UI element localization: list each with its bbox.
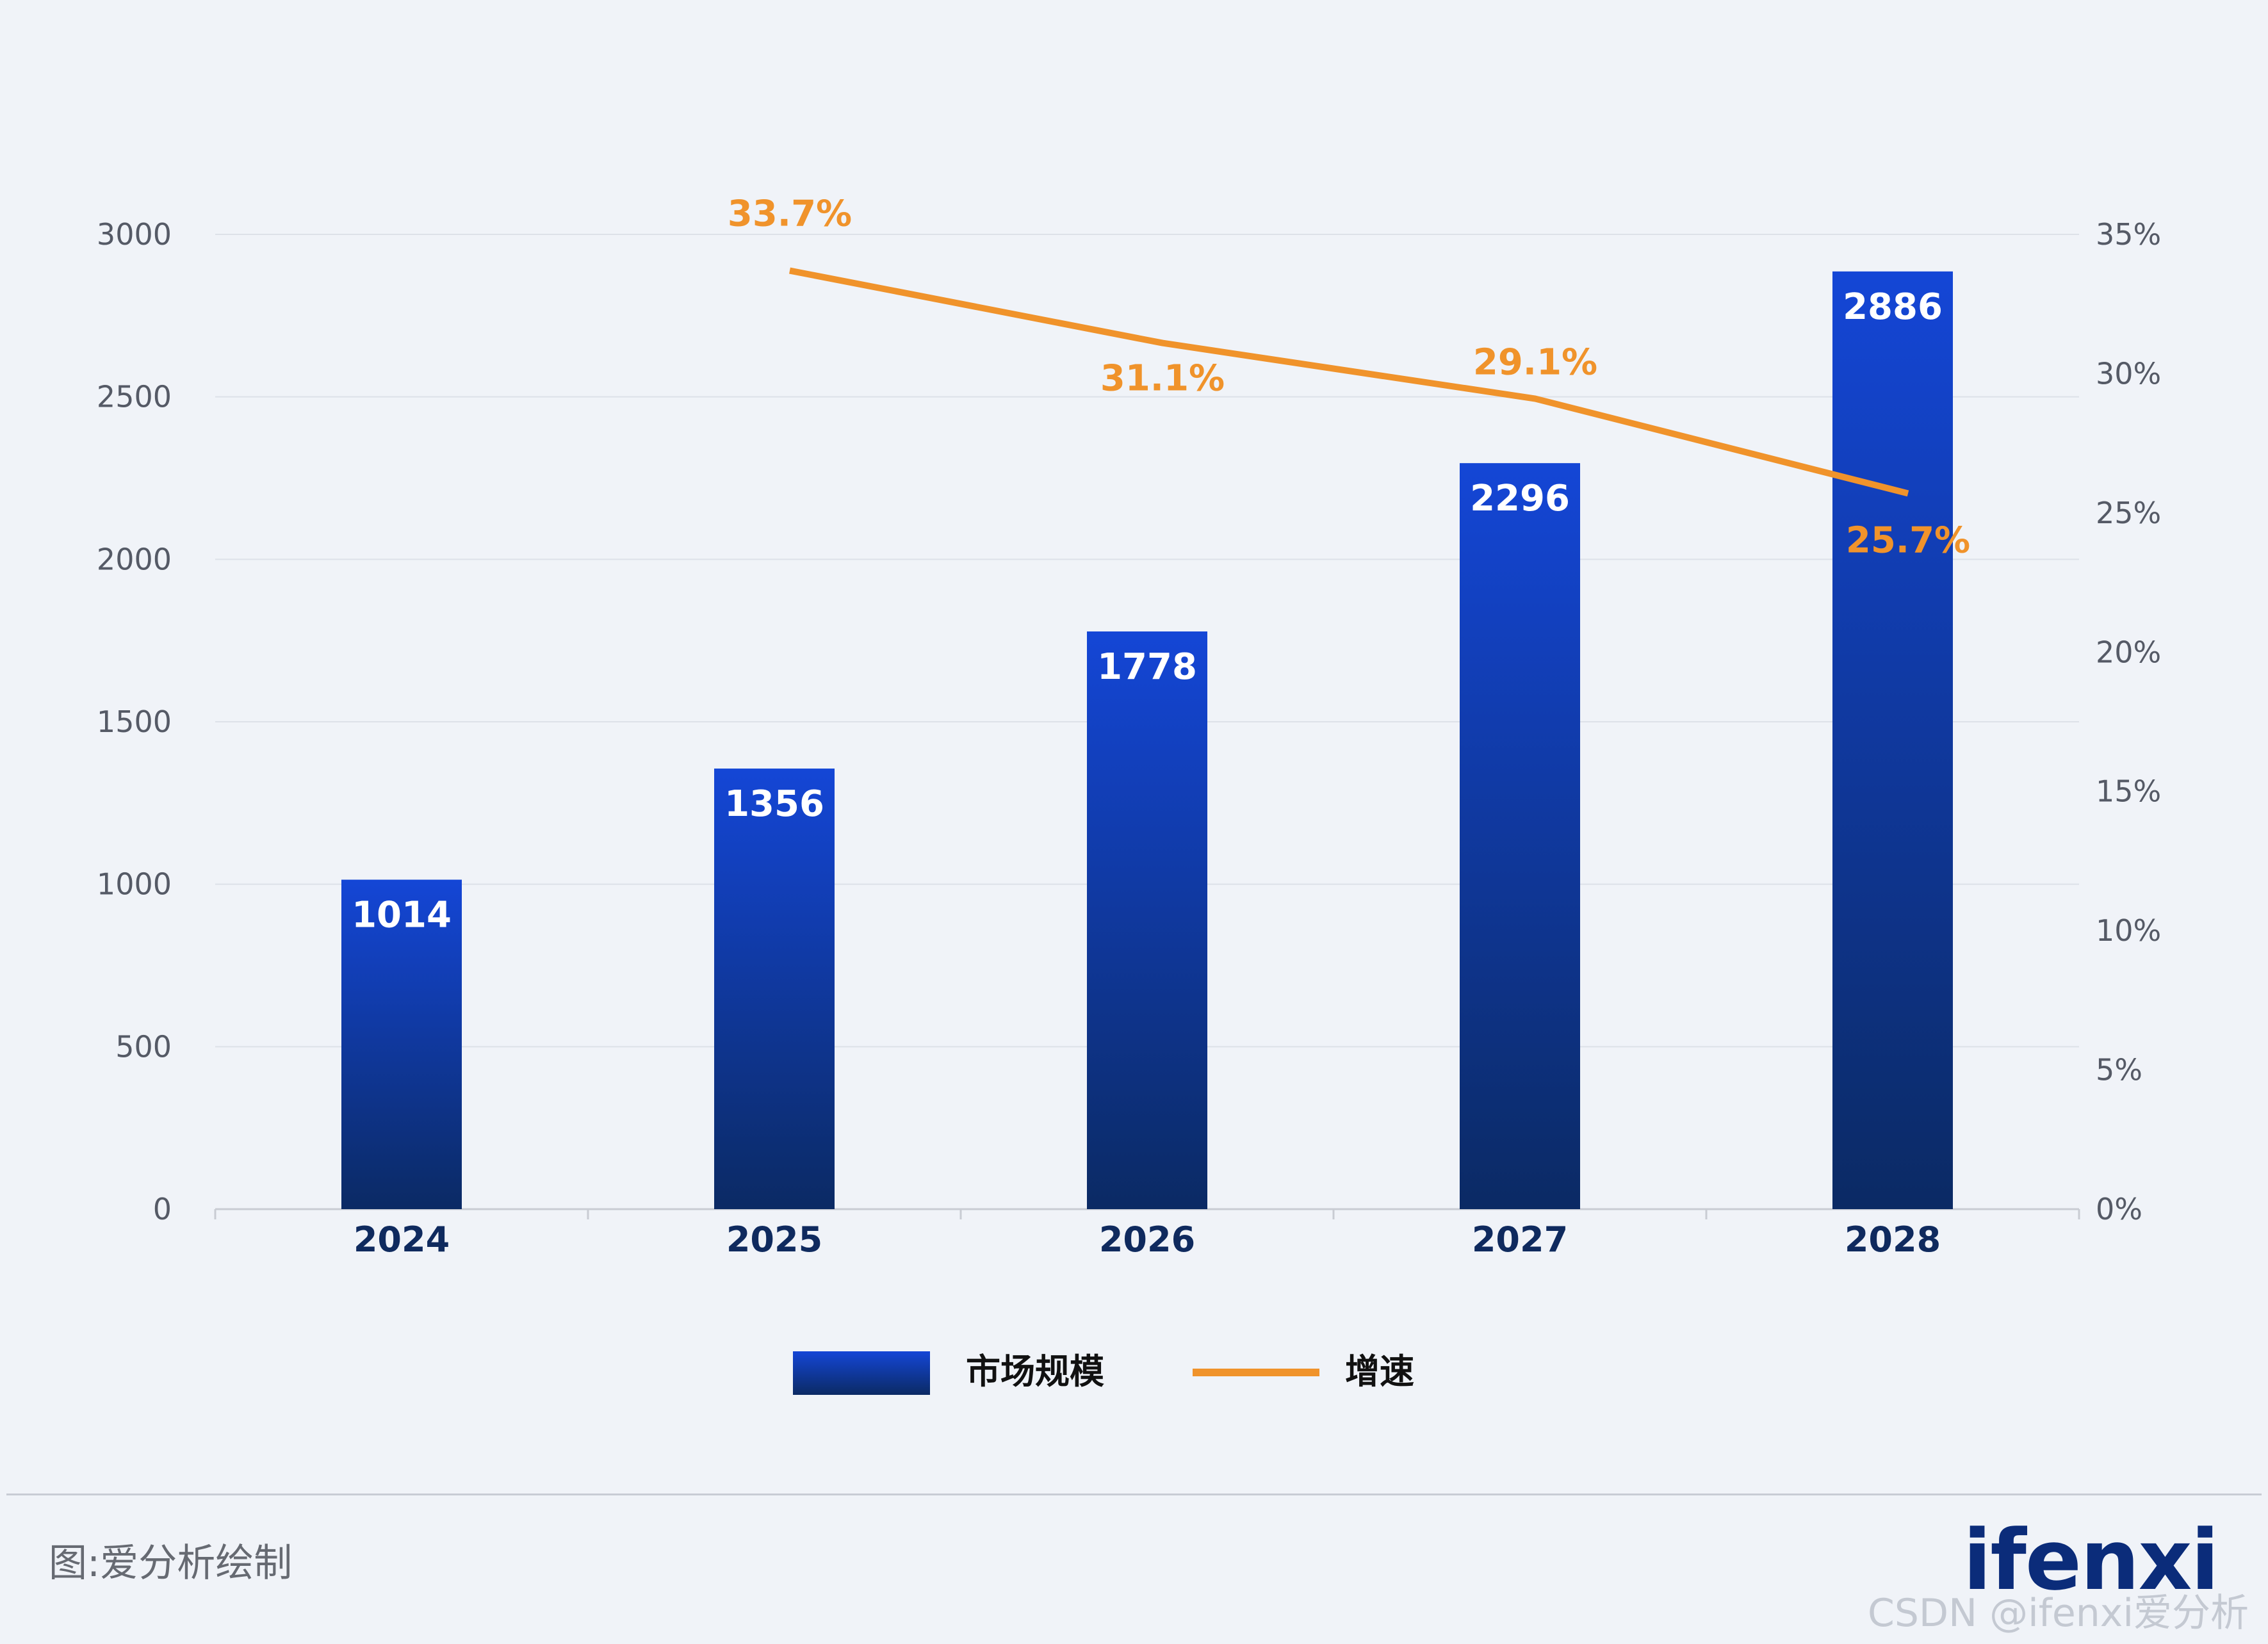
footer-divider [6, 1493, 2262, 1495]
category-label: 2025 [726, 1219, 822, 1260]
line-value-label: 31.1% [1100, 358, 1225, 400]
bar [1087, 631, 1207, 1209]
left-tick-label: 500 [115, 1029, 172, 1064]
legend-label-line: 增速 [1345, 1351, 1414, 1392]
right-tick-label: 20% [2096, 635, 2161, 669]
bar [714, 769, 835, 1209]
bar-series: 1014 1356 1778 2296 2886 [341, 271, 1953, 1210]
category-label: 2027 [1472, 1219, 1568, 1260]
bar [341, 879, 462, 1209]
bar-value-label: 1778 [1097, 646, 1197, 688]
left-tick-label: 2500 [97, 380, 172, 414]
ifenxi-logo: ifenxi [1962, 1511, 2219, 1609]
source-note: 图:爱分析绘制 [49, 1541, 293, 1586]
bar-value-label: 2296 [1470, 478, 1570, 519]
bar [1460, 463, 1580, 1210]
right-tick-label: 5% [2096, 1053, 2142, 1087]
left-tick-label: 1000 [97, 867, 172, 902]
left-tick-label: 3000 [97, 217, 172, 252]
line-value-label: 33.7% [728, 193, 852, 235]
left-tick-label: 2000 [97, 542, 172, 576]
line-value-label: 25.7% [1846, 519, 1970, 561]
legend: 市场规模 增速 [793, 1351, 1414, 1395]
watermark: CSDN @ifenxi爱分析 [1867, 1591, 2249, 1636]
left-tick-label: 0 [153, 1192, 172, 1226]
x-axis-labels: 2024 2025 2026 2027 2028 [354, 1219, 1941, 1260]
left-tick-label: 1500 [97, 704, 172, 739]
bar-value-label: 1014 [352, 895, 452, 936]
bar-value-label: 2886 [1843, 286, 1943, 328]
left-axis: 0 500 1000 1500 2000 2500 3000 [97, 217, 172, 1226]
category-label: 2026 [1099, 1219, 1195, 1260]
right-tick-label: 15% [2096, 774, 2161, 809]
right-tick-label: 0% [2096, 1192, 2142, 1226]
chart: 0 500 1000 1500 2000 2500 3000 0% 5% 10% 15% 20% 25… [97, 193, 2161, 1395]
bar-value-label: 1356 [724, 783, 824, 825]
growth-line [789, 267, 1909, 497]
right-axis: 0% 5% 10% 15% 20% 25% 30% 35% [2096, 217, 2161, 1226]
right-tick-label: 35% [2096, 217, 2161, 252]
bar [1832, 271, 1953, 1210]
right-tick-label: 25% [2096, 496, 2161, 530]
category-label: 2024 [354, 1219, 450, 1260]
line-value-label: 29.1% [1473, 342, 1597, 384]
x-axis-ticks [214, 1209, 2080, 1219]
category-label: 2028 [1845, 1219, 1941, 1260]
line-series: 33.7% 31.1% 29.1% 25.7% [728, 193, 1970, 562]
legend-swatch-bar [793, 1351, 930, 1395]
right-tick-label: 30% [2096, 356, 2161, 391]
legend-label-bar: 市场规模 [966, 1351, 1104, 1392]
right-tick-label: 10% [2096, 913, 2161, 948]
